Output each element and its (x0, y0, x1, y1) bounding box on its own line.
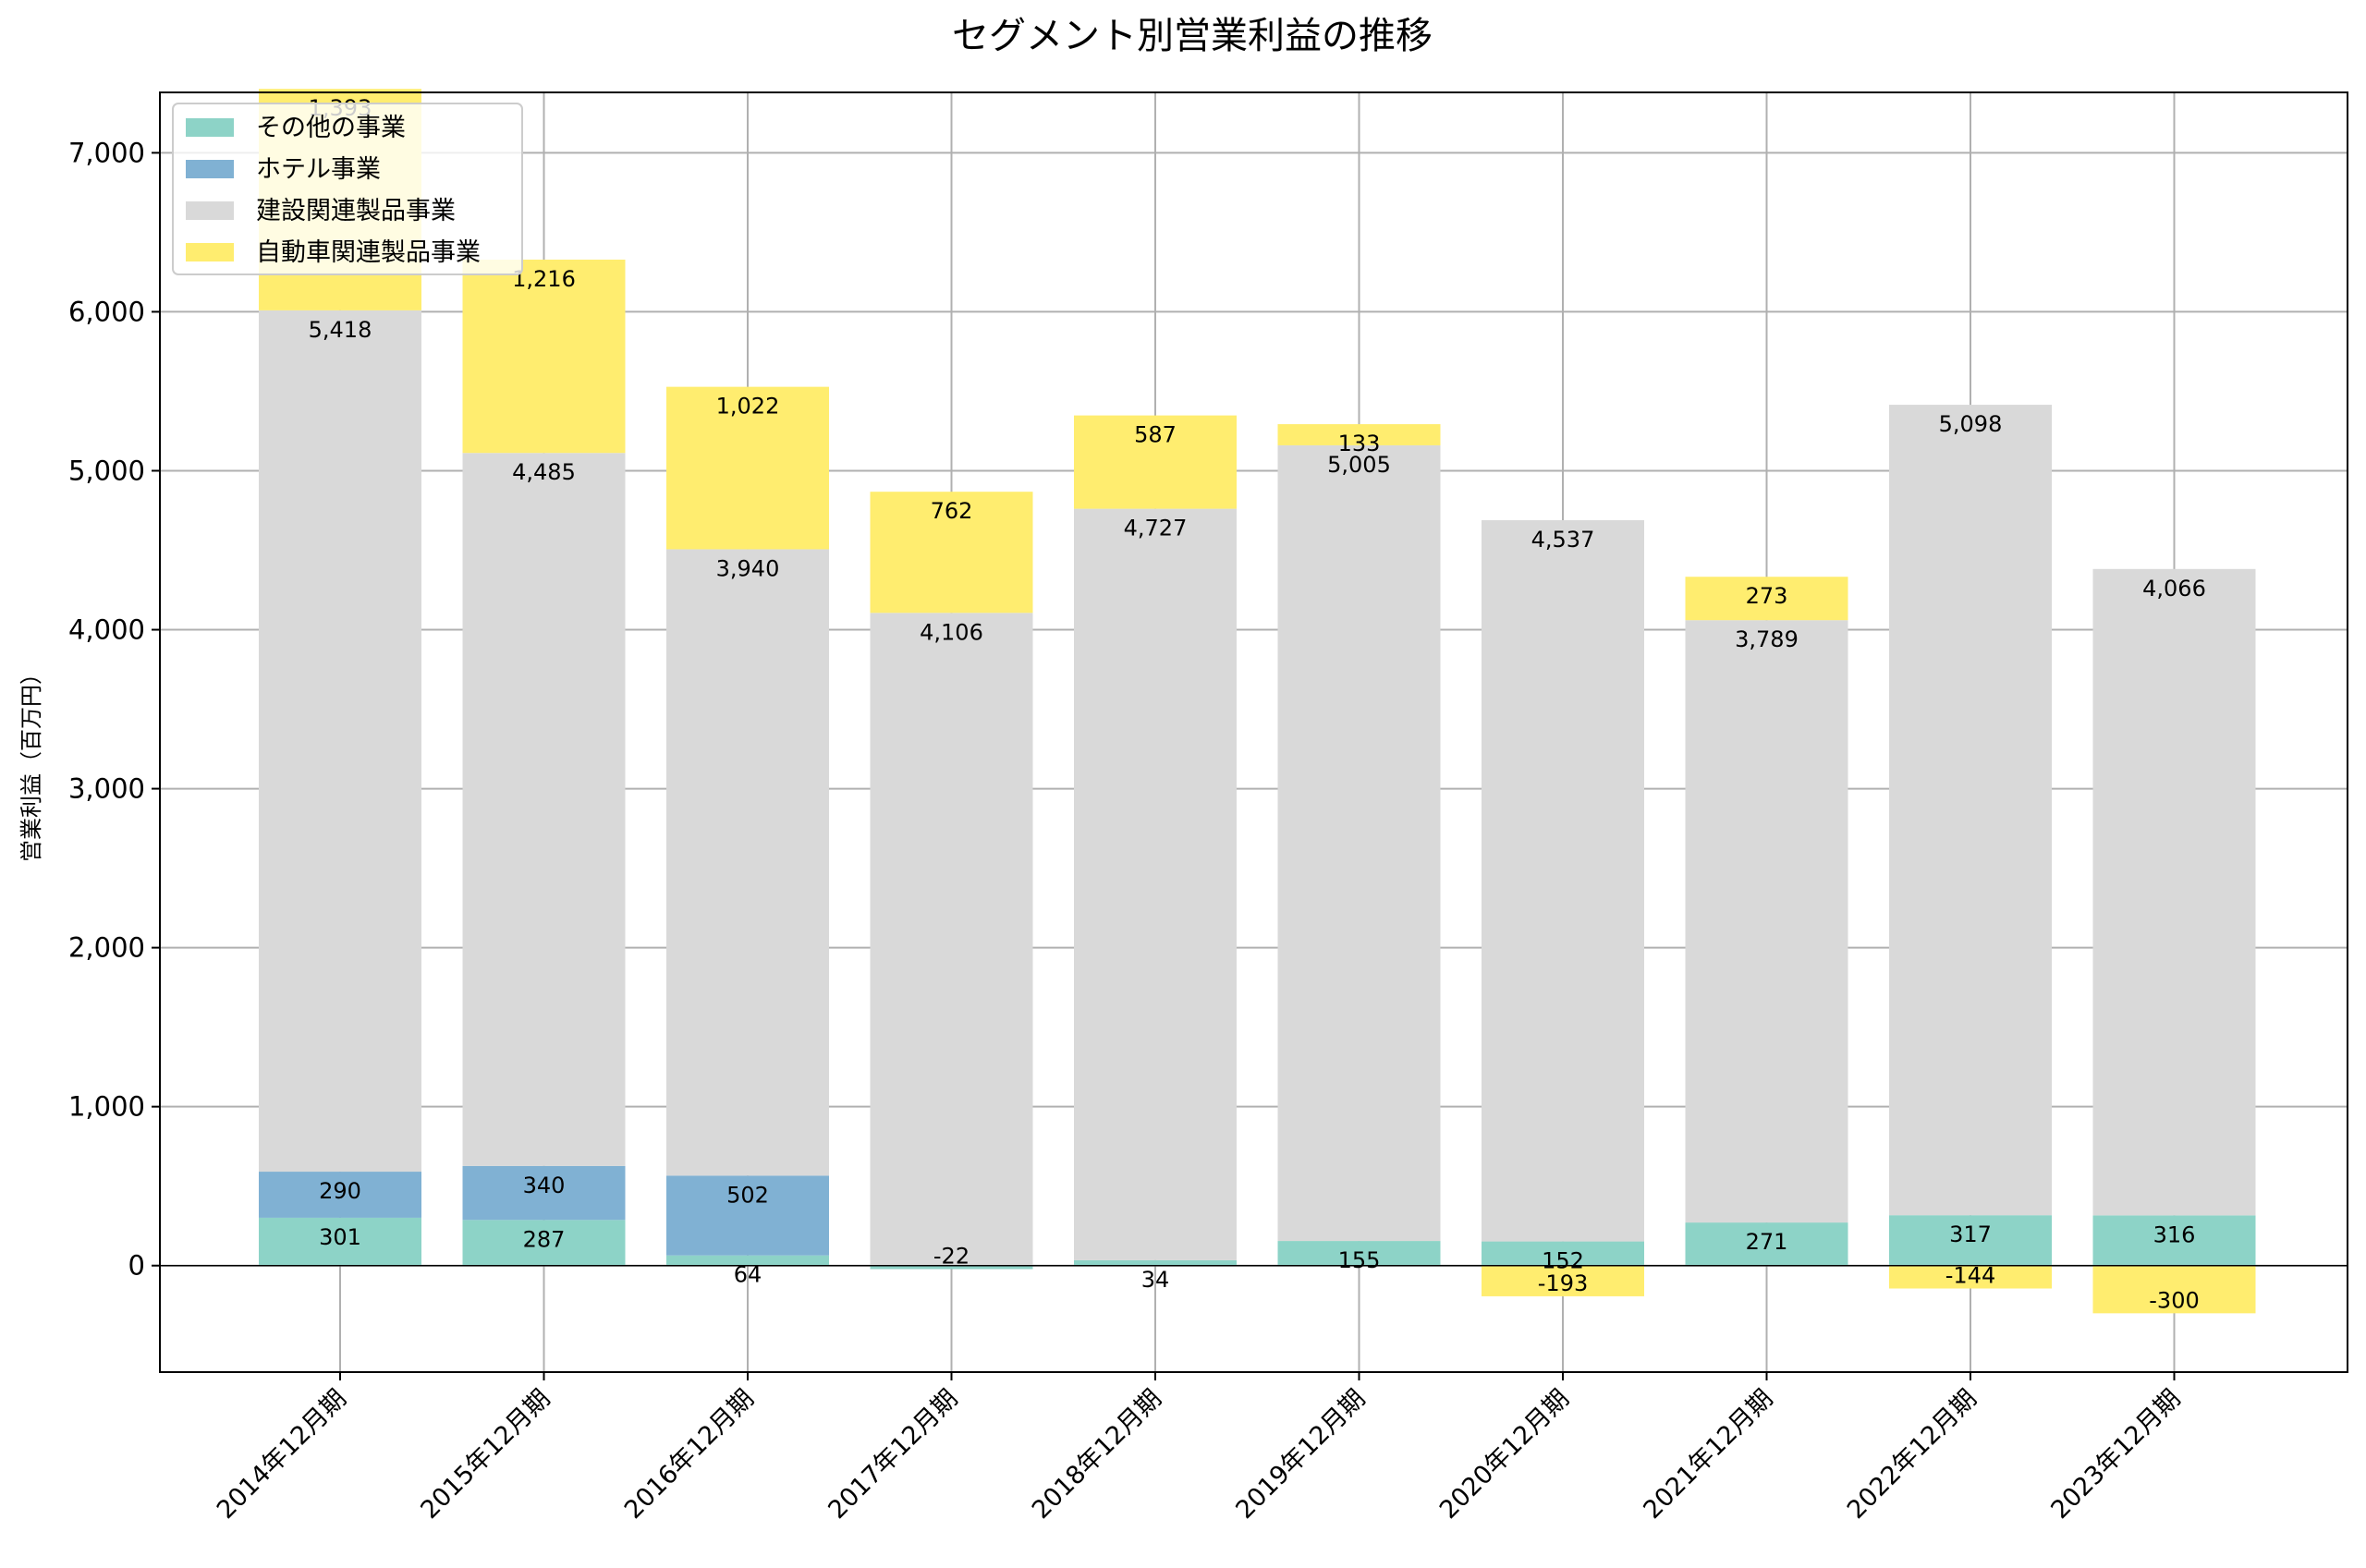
legend-swatch (186, 160, 234, 178)
data-label: 3,940 (716, 555, 780, 581)
bar-0-6 (1482, 1241, 1644, 1266)
x-tick-label: 2015年12月期 (415, 1384, 555, 1525)
legend-box (172, 103, 523, 275)
y-tick-label: 3,000 (68, 773, 145, 805)
chart-title: セグメント別営業利益の推移 (952, 15, 1433, 57)
bar-3-3 (870, 492, 1033, 614)
x-tick-label: 2019年12月期 (1230, 1384, 1371, 1525)
bar-3-4 (1074, 415, 1237, 509)
x-tick-label: 2021年12月期 (1638, 1384, 1778, 1525)
x-tick-label: 2020年12月期 (1434, 1384, 1575, 1525)
legend-label: その他の事業 (256, 114, 406, 142)
data-label: 1,022 (716, 394, 780, 419)
data-label: 762 (931, 498, 973, 524)
y-tick-label: 5,000 (68, 455, 145, 486)
data-label: 4,727 (1124, 516, 1188, 541)
x-tick-label: 2022年12月期 (1842, 1384, 1982, 1525)
bar-3-5 (1277, 424, 1441, 445)
data-label: 155 (1338, 1247, 1381, 1273)
bar-3-7 (1685, 577, 1848, 621)
data-label: 4,066 (2142, 576, 2206, 602)
bar-0-2 (666, 1255, 829, 1266)
data-label: 273 (1746, 583, 1788, 609)
bar-2-0 (259, 310, 421, 1173)
data-label: -22 (933, 1244, 970, 1270)
bar-2-9 (2092, 568, 2256, 1216)
x-tick-label: 2017年12月期 (823, 1384, 963, 1525)
bar-3-9 (2092, 1265, 2256, 1314)
bar-2-8 (1889, 405, 2052, 1216)
data-label: 4,537 (1531, 527, 1595, 553)
data-label: 152 (1542, 1248, 1584, 1274)
bar-0-0 (259, 1217, 421, 1266)
bar-3-2 (666, 386, 829, 550)
bar-2-5 (1277, 444, 1441, 1242)
legend-label: ホテル事業 (256, 155, 381, 184)
bar-2-2 (666, 549, 829, 1176)
y-tick-label: 4,000 (68, 614, 145, 646)
bar-1-1 (462, 1165, 626, 1221)
bar-0-4 (1074, 1259, 1237, 1266)
data-label: 5,005 (1327, 452, 1391, 478)
data-label: 4,106 (920, 619, 983, 645)
bar-0-9 (2092, 1215, 2256, 1266)
data-label: 340 (523, 1173, 566, 1198)
data-label: 317 (1949, 1222, 1992, 1247)
data-label: 4,485 (512, 459, 576, 485)
y-tick-label: 7,000 (68, 137, 145, 168)
bar-2-6 (1482, 519, 1644, 1242)
legend-label: 建設関連製品事業 (256, 197, 456, 225)
y-tick-label: 6,000 (68, 296, 145, 327)
bar-0-5 (1277, 1241, 1441, 1266)
x-tick-label: 2018年12月期 (1027, 1384, 1167, 1525)
bar-0-1 (462, 1220, 626, 1266)
data-label: 3,789 (1735, 626, 1799, 652)
bar-3-1 (462, 259, 626, 454)
data-label: 301 (319, 1224, 361, 1250)
bar-3-8 (1889, 1265, 2052, 1289)
y-axis-label: 営業利益（百万円） (18, 662, 44, 862)
legend-swatch (186, 201, 234, 220)
bar-0-8 (1889, 1215, 2052, 1266)
data-label: 5,418 (309, 317, 372, 343)
x-tick-label: 2014年12月期 (212, 1384, 352, 1525)
data-label: -144 (1945, 1263, 1995, 1289)
bar-2-3 (870, 613, 1033, 1266)
bar-2-1 (462, 453, 626, 1166)
data-label: 34 (1141, 1267, 1170, 1293)
data-label: 587 (1134, 422, 1177, 448)
data-label: 290 (319, 1178, 361, 1204)
x-tick-label: 2023年12月期 (2045, 1384, 2186, 1525)
data-label: 502 (726, 1182, 769, 1208)
y-tick-label: 1,000 (68, 1091, 145, 1123)
data-label: -193 (1538, 1270, 1588, 1296)
data-label: 271 (1746, 1229, 1788, 1255)
data-label: 133 (1338, 431, 1381, 456)
data-label: -300 (2149, 1287, 2199, 1313)
x-tick-label: 2016年12月期 (619, 1384, 760, 1525)
bar-2-7 (1685, 620, 1848, 1223)
bar-1-0 (259, 1172, 421, 1218)
y-tick-label: 0 (128, 1250, 145, 1282)
legend-swatch (186, 118, 234, 137)
legend-swatch (186, 243, 234, 261)
bar-3-6 (1482, 1265, 1644, 1296)
plot-frame (159, 91, 2348, 1373)
bar-0-7 (1685, 1222, 1848, 1266)
data-label: 287 (523, 1226, 566, 1252)
legend-label: 自動車関連製品事業 (256, 238, 481, 267)
y-tick-label: 2,000 (68, 932, 145, 964)
data-label: 5,098 (1939, 411, 2003, 437)
bar-1-2 (666, 1175, 829, 1256)
data-label: 316 (2153, 1222, 2196, 1247)
bar-2-4 (1074, 508, 1237, 1260)
bar-0-3 (870, 1265, 1033, 1270)
bars (259, 89, 2256, 1314)
